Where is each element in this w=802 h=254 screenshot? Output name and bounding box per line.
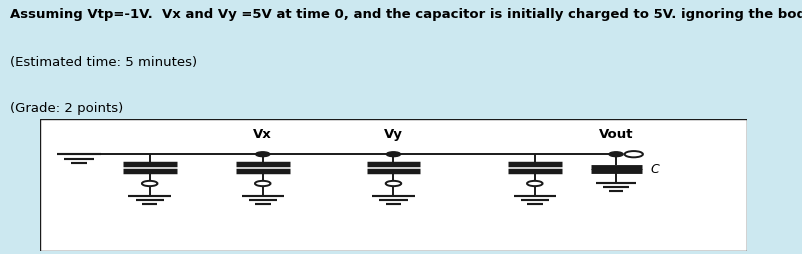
Text: Vx: Vx xyxy=(253,128,272,141)
Text: Vout: Vout xyxy=(598,128,633,141)
Circle shape xyxy=(608,152,622,157)
Circle shape xyxy=(386,152,400,157)
Circle shape xyxy=(255,152,269,157)
Text: Vy: Vy xyxy=(383,128,403,141)
Text: Assuming Vtp=-1V.  Vx and Vy =5V at time 0, and the capacitor is initially charg: Assuming Vtp=-1V. Vx and Vy =5V at time … xyxy=(10,8,802,21)
Text: (Estimated time: 5 minutes): (Estimated time: 5 minutes) xyxy=(10,56,196,69)
Text: (Grade: 2 points): (Grade: 2 points) xyxy=(10,102,123,115)
Text: C: C xyxy=(649,163,658,176)
